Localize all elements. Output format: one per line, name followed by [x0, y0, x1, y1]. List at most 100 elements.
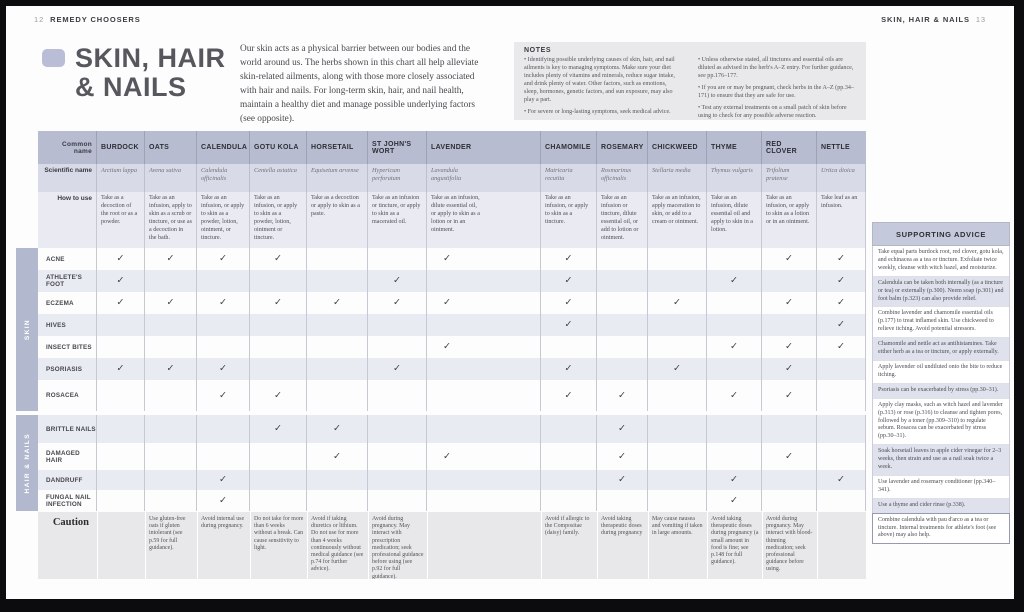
chapter-title-block: SKIN, HAIR & NAILS	[42, 43, 226, 102]
check-cell: ✓	[817, 470, 866, 490]
check-cell	[307, 248, 368, 270]
check-icon: ✓	[443, 341, 451, 353]
check-icon: ✓	[116, 275, 125, 287]
check-cell: ✓	[817, 248, 866, 270]
check-cell	[427, 470, 541, 490]
running-header-left-label: REMEDY CHOOSERS	[50, 15, 141, 24]
running-header-right: SKIN, HAIR & NAILS 13	[881, 15, 992, 24]
caution-cell: Avoid during pregnancy. May interact wit…	[762, 512, 817, 579]
check-cell	[648, 248, 707, 270]
caution-cell: Do not take for more than 6 weeks withou…	[250, 512, 307, 579]
check-cell	[307, 336, 368, 358]
herb-column-header: CALENDULA	[197, 131, 250, 164]
check-cell	[145, 490, 197, 511]
advice-item: Calendula can be taken both internally (…	[873, 276, 1009, 308]
check-cell: ✓	[197, 470, 250, 490]
ailment-label: DANDRUFF	[46, 476, 83, 484]
check-cell	[707, 292, 762, 314]
running-header-left: 12 REMEDY CHOOSERS	[28, 15, 141, 24]
check-icon: ✓	[116, 253, 125, 265]
check-cell	[250, 314, 307, 336]
herb-column-header: LAVENDER	[427, 131, 541, 164]
check-cell	[197, 443, 250, 470]
herb-column-header: ROSEMARY	[597, 131, 648, 164]
notes-columns: Identifying possible underlying causes o…	[524, 56, 856, 124]
check-icon: ✓	[219, 297, 227, 309]
check-cell: ✓	[97, 248, 145, 270]
ailment-label: ROSACEA	[46, 392, 79, 399]
check-cell	[197, 336, 250, 358]
page-title-line1: SKIN, HAIR	[75, 43, 226, 73]
check-cell: ✓	[145, 248, 197, 270]
check-icon: ✓	[116, 363, 125, 375]
check-icon: ✓	[673, 363, 681, 375]
how-to-use-cell: Take as an infusion, or apply to skin as…	[250, 192, 307, 248]
herb-column-header: CHAMOMILE	[541, 131, 597, 164]
check-cell: ✓	[762, 336, 817, 358]
caution-cell: Avoid if allergic to the Compositae (dai…	[541, 512, 597, 579]
scientific-name-cell: Avena sativa	[145, 164, 197, 192]
check-cell	[648, 490, 707, 511]
check-cell: ✓	[427, 443, 541, 470]
check-icon: ✓	[393, 297, 401, 309]
common-name-label: Common name	[38, 131, 97, 164]
check-cell	[597, 358, 648, 380]
check-icon: ✓	[443, 297, 451, 309]
check-cell	[197, 314, 250, 336]
check-cell	[250, 490, 307, 511]
ailment-row: FUNGAL NAIL INFECTION ✓ ✓	[38, 490, 866, 511]
check-cell	[597, 490, 648, 511]
check-cell	[97, 314, 145, 336]
ailment-row: DAMAGED HAIR ✓ ✓ ✓ ✓	[38, 443, 866, 470]
check-cell: ✓	[648, 358, 707, 380]
scientific-name-cell: Matricaria recutita	[541, 164, 597, 192]
check-cell	[307, 380, 368, 411]
check-cell	[541, 443, 597, 470]
check-cell	[145, 270, 197, 292]
check-cell: ✓	[707, 490, 762, 511]
caution-cell	[427, 512, 541, 579]
ailment-label-cell: DANDRUFF	[38, 470, 97, 490]
check-cell	[707, 415, 762, 443]
how-to-use-row: How to use Take as a decoction of the roo…	[38, 192, 866, 248]
check-icon: ✓	[618, 423, 626, 435]
note-item: Identifying possible underlying causes o…	[524, 56, 682, 104]
check-cell: ✓	[707, 270, 762, 292]
ailment-row: ROSACEA ✓ ✓ ✓ ✓ ✓ ✓	[38, 380, 866, 411]
ailment-label: FUNGAL NAIL INFECTION	[46, 493, 91, 508]
how-to-use-cell: Take leaf as an infusion.	[817, 192, 866, 248]
check-icon: ✓	[443, 253, 451, 265]
check-icon: ✓	[730, 494, 738, 506]
check-icon: ✓	[166, 297, 175, 309]
check-cell	[817, 443, 866, 470]
check-icon: ✓	[618, 474, 626, 486]
check-cell	[648, 470, 707, 490]
check-cell: ✓	[197, 248, 250, 270]
check-cell	[368, 443, 427, 470]
check-cell	[541, 415, 597, 443]
check-icon: ✓	[618, 450, 626, 462]
check-cell: ✓	[250, 415, 307, 443]
ailment-label: ACNE	[46, 255, 65, 263]
check-cell	[368, 490, 427, 511]
check-cell: ✓	[597, 470, 648, 490]
check-cell	[197, 270, 250, 292]
how-to-use-cell: Take as an infusion or tincture, or appl…	[368, 192, 427, 248]
check-cell: ✓	[97, 292, 145, 314]
check-cell	[307, 490, 368, 511]
check-icon: ✓	[730, 275, 738, 287]
check-cell: ✓	[762, 380, 817, 411]
note-item: For severe or long-lasting symptoms, see…	[524, 108, 682, 116]
caution-cell: Avoid during pregnancy. May interact wit…	[368, 512, 427, 579]
scientific-name-cell: Hypericum perforatum	[368, 164, 427, 192]
check-cell: ✓	[197, 292, 250, 314]
check-cell: ✓	[762, 292, 817, 314]
check-icon: ✓	[219, 389, 227, 401]
check-cell: ✓	[250, 248, 307, 270]
check-icon: ✓	[730, 474, 738, 486]
advice-item: Apply clay masks, such as witch hazel an…	[873, 398, 1009, 446]
check-cell: ✓	[307, 443, 368, 470]
check-cell	[597, 292, 648, 314]
group-bar-label: HAIR & NAILS	[23, 432, 31, 494]
ailment-label-cell: ROSACEA	[38, 380, 97, 411]
